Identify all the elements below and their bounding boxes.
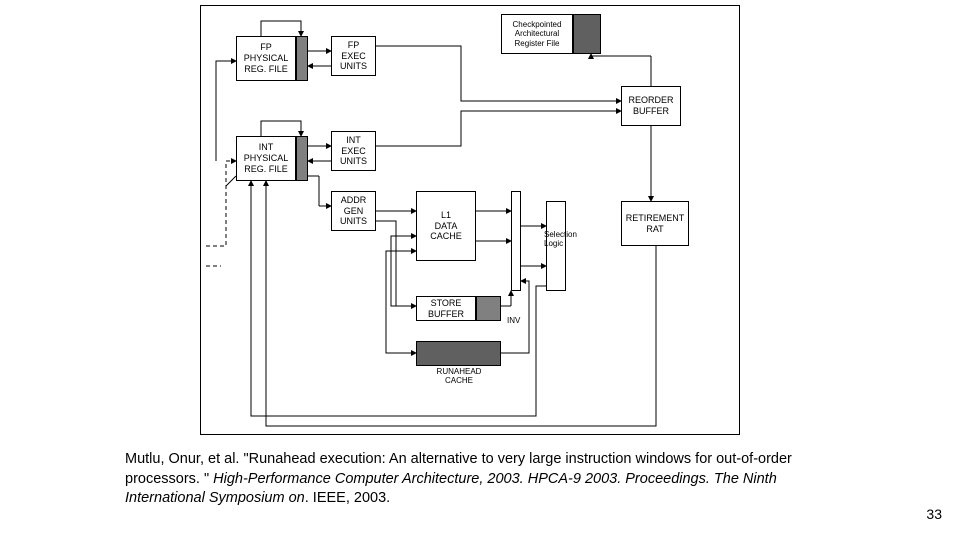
sel-logic-label: SelectionLogic	[544, 231, 577, 249]
node-store-buffer-ext	[476, 296, 501, 321]
citation-suffix: . IEEE, 2003.	[305, 490, 390, 506]
node-fp-exec: FPEXECUNITS	[331, 36, 376, 76]
node-retirement-rat: RETIREMENTRAT	[621, 201, 689, 246]
node-fp-reg-ext	[296, 36, 308, 81]
node-checkpointed: CheckpointedArchitecturalRegister File	[501, 14, 573, 54]
node-checkpointed-ext	[573, 14, 601, 54]
node-store-buffer: STOREBUFFER	[416, 296, 476, 321]
citation-caption: Mutlu, Onur, et al. "Runahead execution:…	[125, 450, 845, 509]
node-mux-bar	[511, 191, 521, 291]
node-int-reg: INTPHYSICALREG. FILE	[236, 136, 296, 181]
node-fp-reg: FPPHYSICALREG. FILE	[236, 36, 296, 81]
node-reorder-buffer: REORDERBUFFER	[621, 86, 681, 126]
page-number: 33	[926, 506, 942, 522]
citation-venue: High-Performance Computer Architecture, …	[125, 471, 777, 507]
node-addr-gen: ADDRGENUNITS	[331, 191, 376, 231]
inv-label: INV	[507, 316, 520, 325]
node-int-exec: INTEXECUNITS	[331, 131, 376, 171]
node-l1-cache: L1DATACACHE	[416, 191, 476, 261]
citation-author: Mutlu, Onur, et al.	[125, 451, 243, 467]
node-runahead-cache	[416, 341, 501, 366]
runahead-cache-label: RUNAHEADCACHE	[429, 368, 489, 386]
node-int-reg-ext	[296, 136, 308, 181]
diagram-frame: FPPHYSICALREG. FILE FPEXECUNITS Checkpoi…	[200, 5, 740, 435]
